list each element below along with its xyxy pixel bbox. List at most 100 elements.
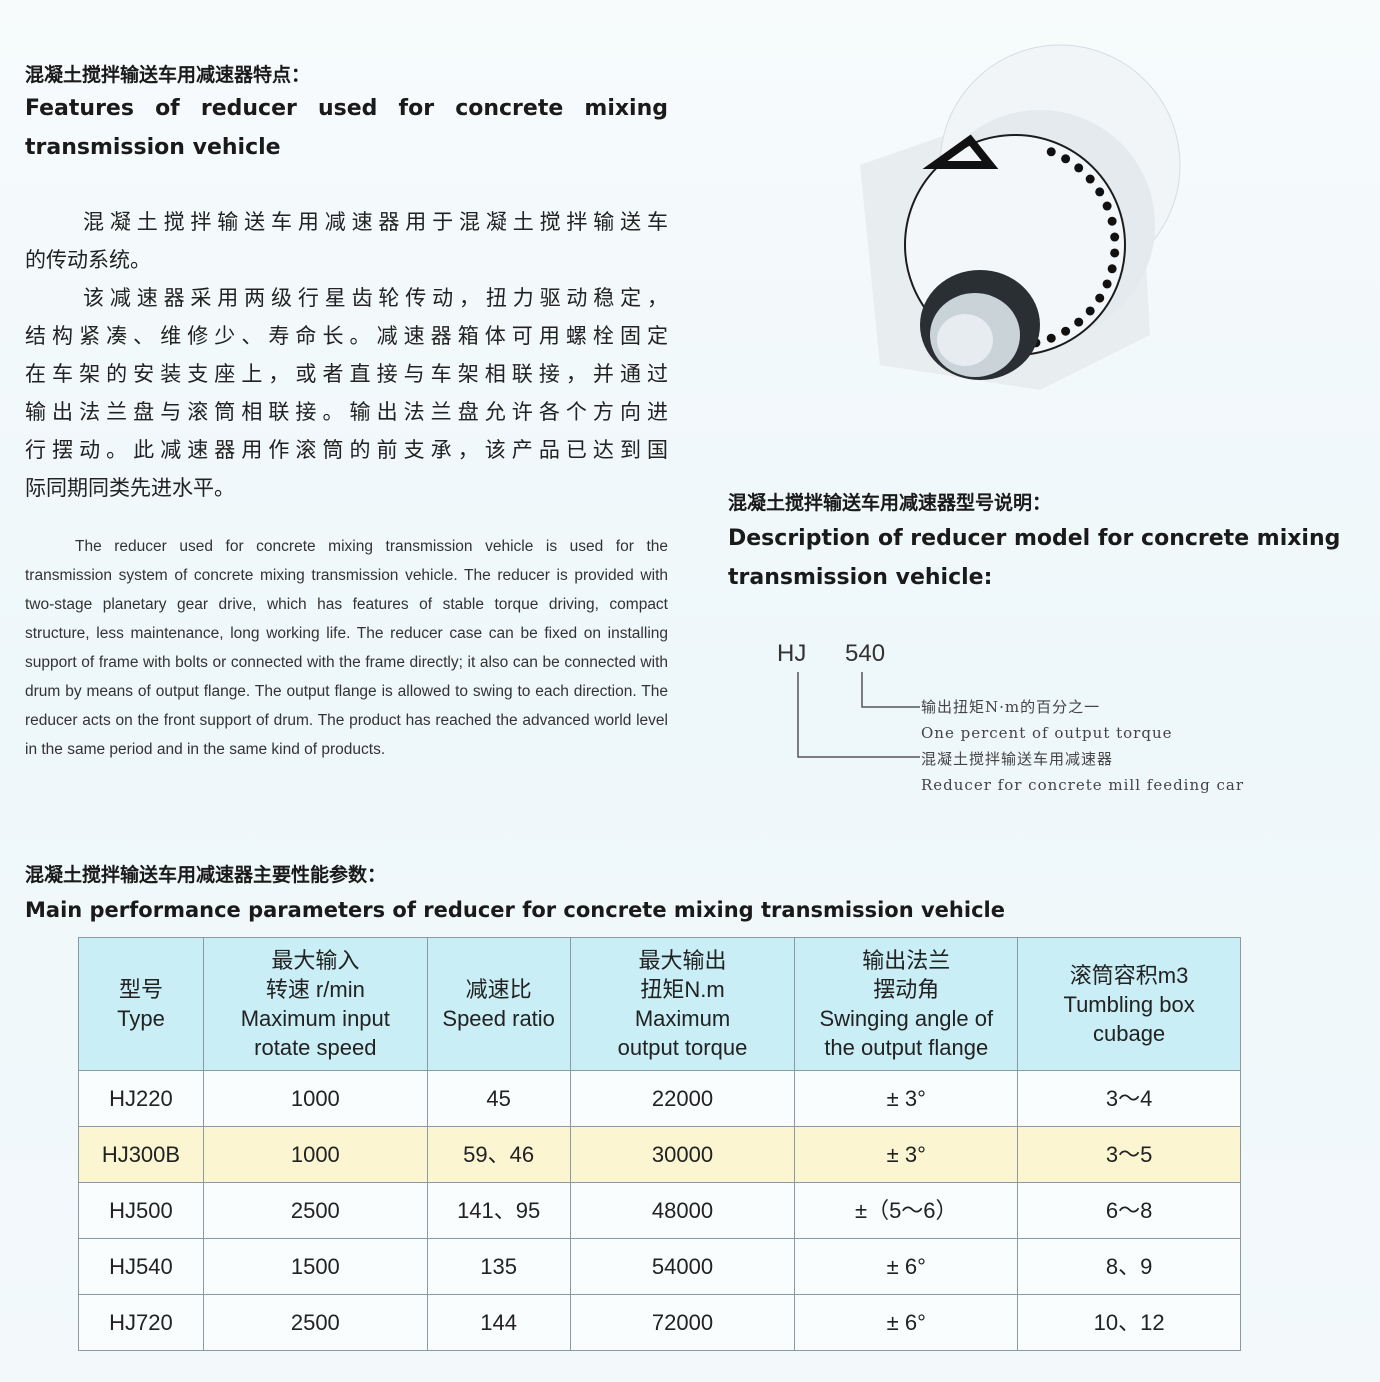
- features-title-en-1: Features of reducer used for concrete mi…: [25, 96, 668, 121]
- reducer-product-image: [860, 44, 1181, 390]
- params-table: 型号 Type 最大输入转速 r/min Maximum input rotate sp…: [78, 937, 1241, 1351]
- bolt-mark: [1102, 201, 1112, 211]
- cn-line: 行摆动。此减速器用作滚筒的前支承，该产品已达到国: [25, 438, 668, 462]
- model-number-en: One percent of output torque: [921, 724, 1173, 742]
- model-prefix-en: Reducer for concrete mill feeding car: [921, 776, 1245, 794]
- column-header: 型号 Type: [78, 937, 204, 1071]
- header-line: Maximum: [634, 1006, 731, 1031]
- table-cell: 3～5: [1017, 1126, 1241, 1183]
- bolt-mark: [1110, 232, 1120, 242]
- bolt-mark: [1046, 333, 1056, 343]
- header-line: rotate speed: [254, 1035, 377, 1060]
- bolt-mark: [1074, 317, 1084, 327]
- cn-line: 输出法兰盘与滚筒相联接。输出法兰盘允许各个方向进: [25, 400, 668, 424]
- table-cell: 144: [426, 1294, 571, 1351]
- bolt-mark: [1046, 147, 1056, 157]
- header-line: Type: [117, 1006, 165, 1031]
- cn-line: 混凝土搅拌输送车用减速器用于混凝土搅拌输送车: [83, 210, 668, 234]
- table-cell: 1500: [202, 1238, 428, 1295]
- header-line: 减速比: [465, 977, 532, 1002]
- column-header: 输出法兰摆动角 Swinging angle of the output flang…: [794, 937, 1019, 1071]
- features-cn-paragraph: 混凝土搅拌输送车用减速器用于混凝土搅拌输送车的传动系统。该减速器采用两级行星齿轮…: [25, 203, 668, 507]
- table-cell: 54000: [569, 1238, 796, 1295]
- bolt-mark: [1085, 306, 1095, 316]
- model-code-prefix: HJ: [777, 640, 807, 667]
- column-header: 最大输入转速 r/min Maximum input rotate speed: [202, 937, 428, 1071]
- bolt-mark: [1085, 174, 1095, 184]
- model-prefix-cn: 混凝土搅拌输送车用减速器: [921, 750, 1114, 768]
- bolt-mark: [1095, 293, 1105, 303]
- model-connector-lines: [797, 672, 920, 758]
- bolt-mark: [1102, 279, 1112, 289]
- model-title-en-1: Description of reducer model for concret…: [728, 526, 1341, 551]
- model-code-number: 540: [845, 640, 886, 667]
- features-en-paragraph: The reducer used for concrete mixing tra…: [25, 538, 668, 758]
- header-line: Swinging angle of: [819, 1006, 994, 1031]
- header-line: 输出法兰: [862, 948, 951, 973]
- header-line: 转速 r/min: [265, 977, 365, 1002]
- table-cell: 45: [426, 1070, 571, 1127]
- table-row: HJ220 1000 45 22000 ± 3° 3～4: [78, 1070, 1241, 1127]
- table-cell: 141、95: [426, 1182, 571, 1239]
- table-cell: HJ300B: [78, 1126, 204, 1183]
- table-cell: ± 6°: [794, 1238, 1019, 1295]
- bolt-mark: [1095, 187, 1105, 197]
- table-row: HJ500 2500 141、95 48000 ±（5～6） 6～8: [78, 1182, 1241, 1239]
- table-row: HJ300B 1000 59、46 30000 ± 3° 3～5: [78, 1126, 1241, 1183]
- params-title-en: Main performance parameters of reducer f…: [25, 898, 1005, 922]
- header-line: output torque: [617, 1035, 748, 1060]
- table-cell: 1000: [202, 1070, 428, 1127]
- table-cell: 6～8: [1017, 1182, 1241, 1239]
- table-cell: ±（5～6）: [794, 1182, 1019, 1239]
- header-line: 最大输出: [638, 948, 727, 973]
- bolt-mark: [1110, 248, 1120, 258]
- table-cell: 59、46: [426, 1126, 571, 1183]
- table-cell: HJ500: [78, 1182, 204, 1239]
- header-line: Speed ratio: [442, 1006, 555, 1031]
- bolt-mark: [1061, 326, 1071, 336]
- column-header: 最大输出扭矩N.m Maximum output torque: [569, 937, 796, 1071]
- header-line: Maximum input: [240, 1006, 390, 1031]
- column-header: 减速比 Speed ratio: [426, 937, 571, 1071]
- model-title-cn: 混凝土搅拌输送车用减速器型号说明：: [728, 492, 1052, 514]
- header-line: Tumbling box: [1063, 991, 1195, 1017]
- table-cell: 1000: [202, 1126, 428, 1183]
- table-cell: 10、12: [1017, 1294, 1241, 1351]
- bolt-mark: [1107, 264, 1117, 274]
- table-cell: 3～4: [1017, 1070, 1241, 1127]
- table-cell: ± 6°: [794, 1294, 1019, 1351]
- bolt-mark: [1107, 216, 1117, 226]
- cn-line: 在车架的安装支座上，或者直接与车架相联接，并通过: [25, 362, 668, 386]
- bolt-mark: [1061, 154, 1071, 164]
- cn-line: 结构紧凑、维修少、寿命长。减速器箱体可用螺栓固定: [25, 324, 668, 348]
- table-cell: 8、9: [1017, 1238, 1241, 1295]
- column-header: 滚筒容积m3 Tumbling box cubage: [1017, 937, 1241, 1071]
- params-title-cn: 混凝土搅拌输送车用减速器主要性能参数：: [25, 864, 387, 886]
- header-line: 摆动角: [873, 977, 940, 1002]
- table-cell: HJ220: [78, 1070, 204, 1127]
- header-line: the output flange: [824, 1035, 989, 1060]
- table-cell: 72000: [569, 1294, 796, 1351]
- cn-line: 际同期同类先进水平。: [25, 476, 235, 500]
- header-line: 扭矩N.m: [640, 977, 725, 1002]
- table-cell: HJ720: [78, 1294, 204, 1351]
- table-cell: 135: [426, 1238, 571, 1295]
- model-number-cn: 输出扭矩N·m的百分之一: [921, 698, 1101, 716]
- header-line: cubage: [1092, 1020, 1166, 1046]
- features-title-en-2: transmission vehicle: [25, 135, 281, 160]
- table-cell: 22000: [569, 1070, 796, 1127]
- cn-line: 该减速器采用两级行星齿轮传动，扭力驱动稳定，: [83, 286, 668, 310]
- table-row: HJ720 2500 144 72000 ± 6° 10、12: [78, 1294, 1241, 1351]
- header-line: 滚筒容积m3: [1069, 962, 1189, 988]
- table-cell: 2500: [202, 1182, 428, 1239]
- cn-line: 的传动系统。: [25, 248, 151, 272]
- bolt-mark: [1074, 163, 1084, 173]
- table-cell: ± 3°: [794, 1126, 1019, 1183]
- table-cell: ± 3°: [794, 1070, 1019, 1127]
- features-title-cn: 混凝土搅拌输送车用减速器特点：: [25, 64, 311, 86]
- table-cell: 48000: [569, 1182, 796, 1239]
- table-row: HJ540 1500 135 54000 ± 6° 8、9: [78, 1238, 1241, 1295]
- model-title-en-2: transmission vehicle:: [728, 565, 993, 590]
- header-line: 最大输入: [271, 948, 360, 973]
- header-line: 型号: [118, 977, 163, 1002]
